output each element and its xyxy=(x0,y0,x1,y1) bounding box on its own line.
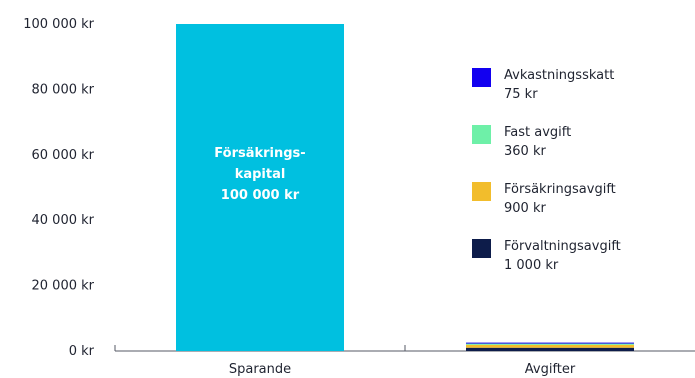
y-tick-label: 100 000 kr xyxy=(23,17,94,32)
bar-f-rs-kringsavgift xyxy=(466,344,634,348)
legend-label: Fast avgift xyxy=(504,125,572,140)
bar-fast-avgift xyxy=(466,343,634,345)
legend-label: Försäkringsavgift xyxy=(504,182,616,197)
legend-value: 1 000 kr xyxy=(504,258,559,273)
legend-label: Avkastningsskatt xyxy=(504,68,615,83)
legend-item-forvaltningsavgift: Förvaltningsavgift 1 000 kr xyxy=(472,237,687,294)
legend-value: 75 kr xyxy=(504,87,538,102)
bar-data-label: Försäkrings- xyxy=(214,146,305,161)
legend-swatch-avkastningsskatt xyxy=(472,68,491,87)
legend-value: 360 kr xyxy=(504,144,546,159)
y-tick-label: 0 kr xyxy=(69,344,95,359)
y-tick-label: 80 000 kr xyxy=(32,82,95,97)
x-category-label: Avgifter xyxy=(525,362,576,377)
legend-label: Förvaltningsavgift xyxy=(504,239,621,254)
legend-item-forsakringsavgift: Försäkringsavgift 900 kr xyxy=(472,180,687,237)
legend-swatch-forsakringsavgift xyxy=(472,182,491,201)
legend-item-avkastningsskatt: Avkastningsskatt 75 kr xyxy=(472,66,687,123)
x-category-label: Sparande xyxy=(229,362,291,377)
bar-f-rs-kringskapital xyxy=(176,24,344,351)
legend-item-fast-avgift: Fast avgift 360 kr xyxy=(472,123,687,180)
legend-swatch-forvaltningsavgift xyxy=(472,239,491,258)
y-tick-label: 40 000 kr xyxy=(32,213,95,228)
bar-data-label: kapital xyxy=(235,167,286,182)
legend-value: 900 kr xyxy=(504,201,546,216)
legend-swatch-fast-avgift xyxy=(472,125,491,144)
legend: Avkastningsskatt 75 kr Fast avgift 360 k… xyxy=(472,66,687,294)
y-tick-label: 20 000 kr xyxy=(32,279,95,294)
bar-avkastningsskatt xyxy=(466,342,634,344)
bar-f-rvaltningsavgift xyxy=(466,347,634,351)
bar-data-label: 100 000 kr xyxy=(221,188,300,203)
y-tick-label: 60 000 kr xyxy=(32,148,95,163)
